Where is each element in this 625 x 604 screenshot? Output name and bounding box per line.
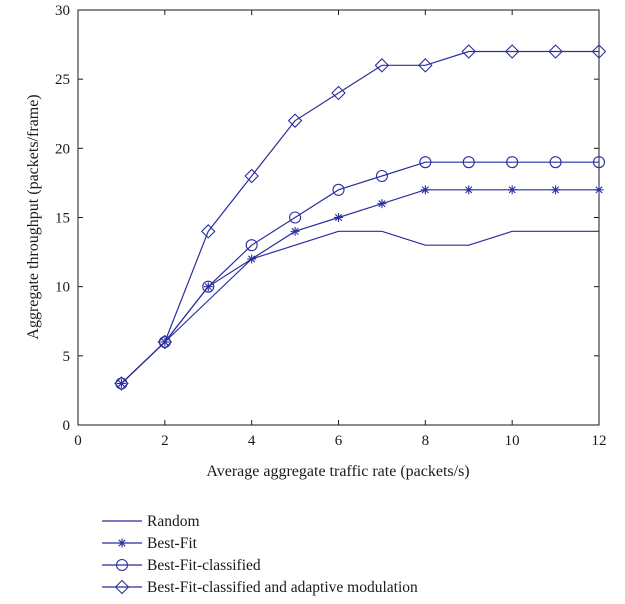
legend-marker <box>114 579 130 595</box>
data-point <box>418 58 433 73</box>
x-tick-label: 6 <box>335 433 343 449</box>
y-tick-label: 0 <box>63 418 71 434</box>
data-point <box>551 185 561 195</box>
star-stroke <box>421 186 429 194</box>
y-axis-label: Aggregate throughput (packets/frame) <box>25 94 42 339</box>
x-tick-label: 8 <box>422 433 430 449</box>
x-tick-label: 2 <box>161 433 169 449</box>
data-point <box>247 254 257 264</box>
data-point <box>202 280 215 293</box>
data-point <box>548 44 563 59</box>
legend-item: Random <box>102 513 200 530</box>
data-point <box>334 213 343 222</box>
series-best-fit-classified-and-adaptive-modulation <box>114 44 607 391</box>
series-random <box>121 230 599 384</box>
data-point <box>290 226 300 236</box>
series-line <box>121 50 599 384</box>
data-point <box>331 85 346 101</box>
data-point <box>461 44 477 59</box>
x-axis-label: Average aggregate traffic rate (packets/… <box>206 463 469 480</box>
star-stroke <box>595 186 603 194</box>
data-point <box>332 183 345 196</box>
y-tick-label: 20 <box>55 141 70 157</box>
star-stroke <box>334 213 343 222</box>
legend-marker <box>115 558 129 572</box>
data-point <box>375 169 388 183</box>
series-line <box>121 161 599 384</box>
x-tick-label: 12 <box>592 433 607 449</box>
series-line <box>121 230 599 384</box>
data-point <box>114 376 129 391</box>
data-point <box>157 334 173 350</box>
series-line <box>121 189 599 384</box>
data-point <box>374 58 390 73</box>
legend-item: Best-Fit-classified and adaptive modulat… <box>102 579 418 596</box>
data-point <box>289 211 302 224</box>
y-tick-label: 10 <box>55 280 70 296</box>
data-point <box>420 185 430 195</box>
data-point <box>287 113 303 128</box>
data-point <box>245 239 258 252</box>
data-point <box>419 156 432 169</box>
data-point <box>504 44 520 59</box>
y-tick-label: 30 <box>55 3 70 19</box>
legend-label: Best-Fit <box>147 535 198 552</box>
y-tick-label: 5 <box>63 349 71 365</box>
star-stroke <box>248 255 256 263</box>
data-point <box>592 156 606 169</box>
x-tick-label: 0 <box>74 433 82 449</box>
x-tick-label: 10 <box>505 433 520 449</box>
data-point <box>591 44 607 59</box>
legend: Random Best-Fit Best-Fit-classified Best-Fi… <box>102 513 418 596</box>
series-best-fit <box>116 185 604 388</box>
series-best-fit-classified <box>115 156 606 390</box>
legend-marker <box>117 538 127 548</box>
data-point <box>200 224 216 239</box>
data-point <box>594 185 604 195</box>
data-point <box>506 156 519 169</box>
y-tick-label: 25 <box>55 72 70 88</box>
data-point <box>115 377 128 390</box>
legend-item: Best-Fit-classified <box>102 557 261 574</box>
legend-label: Best-Fit-classified <box>147 557 261 574</box>
x-tick-label: 4 <box>248 433 256 449</box>
series-layer <box>114 44 607 391</box>
star-stroke <box>551 186 560 194</box>
legend-label: Best-Fit-classified and adaptive modulat… <box>147 579 418 596</box>
data-point <box>462 156 475 169</box>
star-stroke <box>465 186 473 194</box>
legend-label: Random <box>147 513 200 530</box>
data-point <box>244 168 259 184</box>
data-point <box>507 185 517 195</box>
y-tick-label: 15 <box>55 211 70 227</box>
star-stroke <box>291 227 299 235</box>
star-stroke <box>118 539 126 547</box>
legend-item: Best-Fit <box>102 535 198 552</box>
data-point <box>377 199 387 209</box>
star-stroke <box>378 200 386 208</box>
star-stroke <box>508 186 516 194</box>
data-point <box>549 156 562 169</box>
data-point <box>158 335 171 349</box>
data-point <box>464 185 474 195</box>
axis-tick-labels: 0 2 4 6 8 10 12 0 5 10 15 20 25 30 <box>55 3 607 449</box>
axis-ticks <box>77 9 600 426</box>
